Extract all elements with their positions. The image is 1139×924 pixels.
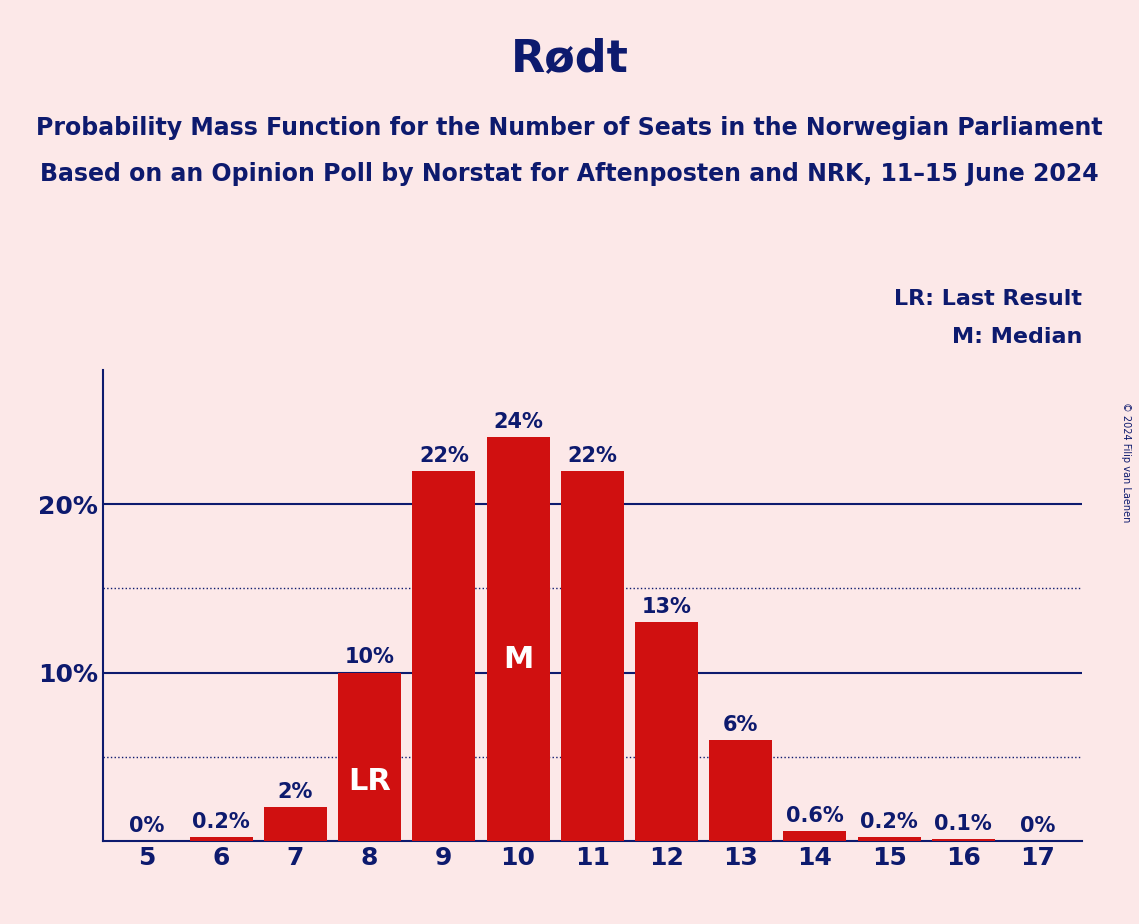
Bar — [486, 437, 550, 841]
Text: M: Median: M: Median — [952, 327, 1082, 347]
Text: 24%: 24% — [493, 412, 543, 432]
Text: 13%: 13% — [641, 597, 691, 617]
Bar — [634, 622, 698, 841]
Bar — [932, 839, 994, 841]
Bar — [784, 831, 846, 841]
Bar — [338, 673, 401, 841]
Bar — [412, 470, 475, 841]
Bar — [710, 740, 772, 841]
Text: 0.6%: 0.6% — [786, 806, 844, 826]
Text: Based on an Opinion Poll by Norstat for Aftenposten and NRK, 11–15 June 2024: Based on an Opinion Poll by Norstat for … — [40, 162, 1099, 186]
Text: Rødt: Rødt — [510, 37, 629, 80]
Bar — [858, 837, 920, 841]
Text: 6%: 6% — [723, 715, 759, 735]
Bar — [264, 808, 327, 841]
Text: LR: LR — [349, 768, 391, 796]
Text: 0.1%: 0.1% — [934, 814, 992, 834]
Text: 0.2%: 0.2% — [860, 812, 918, 833]
Text: 0.2%: 0.2% — [192, 812, 251, 833]
Text: 2%: 2% — [278, 782, 313, 802]
Text: © 2024 Filip van Laenen: © 2024 Filip van Laenen — [1121, 402, 1131, 522]
Text: 10%: 10% — [345, 648, 394, 667]
Text: 22%: 22% — [419, 445, 469, 466]
Text: Probability Mass Function for the Number of Seats in the Norwegian Parliament: Probability Mass Function for the Number… — [36, 116, 1103, 140]
Text: 0%: 0% — [130, 816, 165, 836]
Bar — [190, 837, 253, 841]
Text: 0%: 0% — [1019, 816, 1055, 836]
Text: M: M — [503, 645, 533, 674]
Bar — [560, 470, 624, 841]
Text: 22%: 22% — [567, 445, 617, 466]
Text: LR: Last Result: LR: Last Result — [894, 289, 1082, 310]
